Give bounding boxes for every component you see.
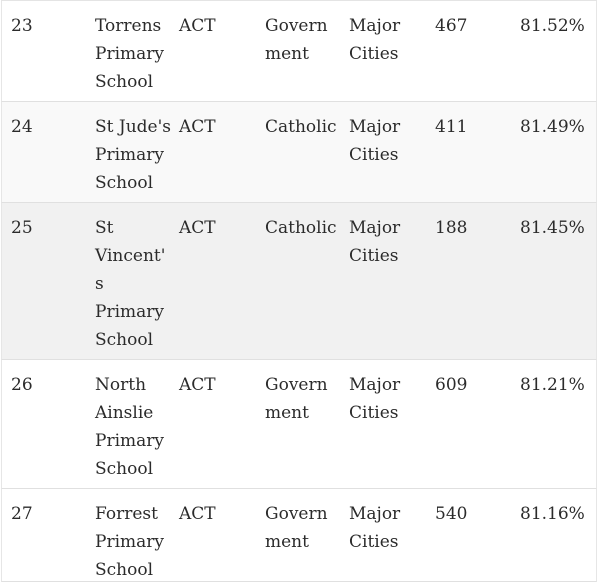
count-cell: 411: [435, 117, 468, 137]
sector-cell: Catholic: [256, 102, 341, 202]
table-row: 25 St Vincent' s Primary School ACT Catholic Maj…: [1, 203, 597, 360]
location-cell-line: Major: [349, 375, 401, 395]
location-cell: Major Cities: [341, 102, 426, 202]
location-cell-line: Cities: [349, 44, 399, 64]
location-cell: Major Cities: [341, 360, 426, 488]
location-cell-line: Major: [349, 117, 401, 137]
school-name-cell: St Vincent' s Primary School: [87, 203, 171, 359]
location-cell-line: Major: [349, 16, 401, 36]
rank-cell: 23: [11, 16, 33, 36]
school-name-cell-line: St: [95, 218, 114, 238]
school-name-cell-line: Primary: [95, 532, 164, 552]
percent-cell: 81.45%: [520, 218, 585, 238]
location-cell: Major Cities: [341, 1, 426, 101]
sector-cell: Govern ment: [256, 489, 341, 581]
sector-cell-line: Catholic: [265, 218, 337, 238]
school-name-cell: St Jude's Primary School: [87, 102, 171, 202]
school-name-cell-line: Primary: [95, 44, 164, 64]
sector-cell-line: ment: [265, 403, 309, 423]
location-cell: Major Cities: [341, 203, 426, 359]
school-name-cell-line: Primary: [95, 145, 164, 165]
rank-cell: 25: [11, 218, 33, 238]
school-name-cell-line: Torrens: [95, 16, 162, 36]
count-cell: 609: [435, 375, 468, 395]
school-name-cell: Forrest Primary School: [87, 489, 171, 581]
school-name-cell-line: School: [95, 72, 154, 92]
school-name-cell-line: North: [95, 375, 147, 395]
state-cell: ACT: [179, 504, 216, 524]
location-cell-line: Cities: [349, 145, 399, 165]
count-cell: 188: [435, 218, 468, 238]
sector-cell: Govern ment: [256, 1, 341, 101]
percent-cell: 81.49%: [520, 117, 585, 137]
school-name-cell-line: Ainslie: [95, 403, 154, 423]
school-name-cell: Torrens Primary School: [87, 1, 171, 101]
location-cell-line: Cities: [349, 403, 399, 423]
percent-cell: 81.21%: [520, 375, 585, 395]
sector-cell-line: Catholic: [265, 117, 337, 137]
sector-cell: Catholic: [256, 203, 341, 359]
table-row: 27 Forrest Primary School ACT Govern ment Major…: [1, 489, 597, 582]
location-cell-line: Cities: [349, 532, 399, 552]
school-name-cell-line: School: [95, 330, 154, 350]
rank-cell: 24: [11, 117, 33, 137]
rank-cell: 27: [11, 504, 33, 524]
count-cell: 467: [435, 16, 468, 36]
sector-cell: Govern ment: [256, 360, 341, 488]
state-cell: ACT: [179, 16, 216, 36]
location-cell: Major Cities: [341, 489, 426, 581]
school-name-cell-line: s: [95, 274, 104, 294]
school-name-cell-line: St Jude's: [95, 117, 171, 137]
school-name-cell-line: Primary: [95, 302, 164, 322]
school-name-cell-line: School: [95, 560, 154, 580]
table-row: 23 Torrens Primary School ACT Govern ment Major…: [1, 1, 597, 102]
school-name-cell-line: Forrest: [95, 504, 158, 524]
location-cell-line: Major: [349, 218, 401, 238]
table-row: 24 St Jude's Primary School ACT Catholic Major…: [1, 102, 597, 203]
sector-cell-line: Govern: [265, 16, 328, 36]
school-name-cell-line: School: [95, 459, 154, 479]
state-cell: ACT: [179, 117, 216, 137]
sector-cell-line: ment: [265, 44, 309, 64]
state-cell: ACT: [179, 218, 216, 238]
count-cell: 540: [435, 504, 468, 524]
school-name-cell-line: School: [95, 173, 154, 193]
sector-cell-line: Govern: [265, 375, 328, 395]
percent-cell: 81.52%: [520, 16, 585, 36]
school-name-cell-line: Primary: [95, 431, 164, 451]
school-name-cell-line: Vincent': [95, 246, 166, 266]
state-cell: ACT: [179, 375, 216, 395]
sector-cell-line: ment: [265, 532, 309, 552]
school-name-cell: North Ainslie Primary School: [87, 360, 171, 488]
location-cell-line: Major: [349, 504, 401, 524]
percent-cell: 81.16%: [520, 504, 585, 524]
table-row: 26 North Ainslie Primary School ACT Govern ment…: [1, 360, 597, 489]
location-cell-line: Cities: [349, 246, 399, 266]
sector-cell-line: Govern: [265, 504, 328, 524]
rank-cell: 26: [11, 375, 33, 395]
